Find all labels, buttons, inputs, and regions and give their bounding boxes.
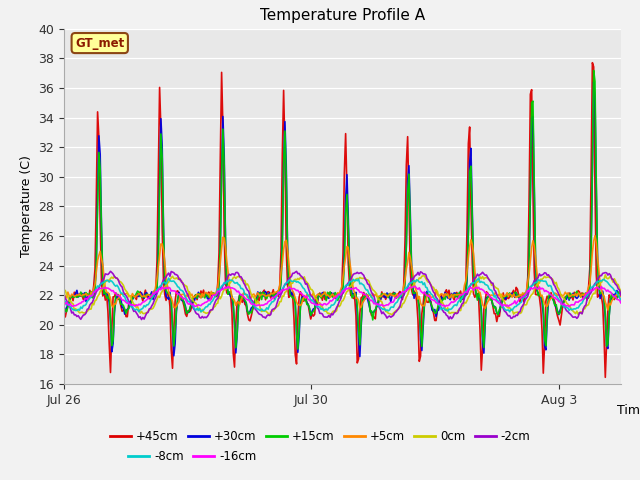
Legend: -8cm, -16cm: -8cm, -16cm — [124, 445, 261, 468]
Text: GT_met: GT_met — [75, 36, 124, 49]
Y-axis label: Temperature (C): Temperature (C) — [20, 156, 33, 257]
Title: Temperature Profile A: Temperature Profile A — [260, 9, 425, 24]
X-axis label: Time: Time — [616, 404, 640, 417]
